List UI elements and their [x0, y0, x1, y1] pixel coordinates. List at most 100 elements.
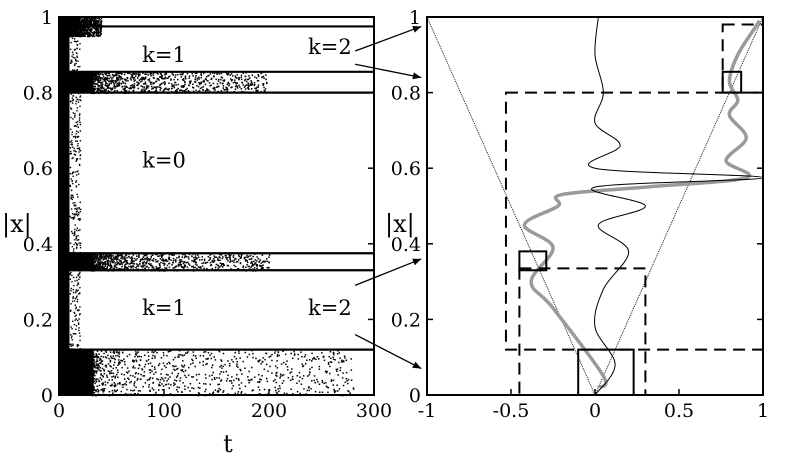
scatter-point: [82, 30, 85, 32]
left-horizontal-lines: [59, 25, 374, 351]
scatter-point: [92, 377, 94, 380]
scatter-point: [76, 246, 78, 248]
scatter-point: [76, 345, 79, 348]
scatter-point: [127, 80, 129, 82]
scatter-point: [202, 364, 204, 366]
scatter-point: [306, 389, 308, 392]
scatter-point: [77, 66, 79, 68]
scatter-point: [248, 268, 251, 270]
scatter-point: [242, 360, 244, 363]
scatter-point: [97, 367, 99, 370]
scatter-point: [172, 359, 175, 361]
scatter-point: [242, 266, 244, 268]
scatter-point: [251, 389, 253, 392]
scatter-point: [94, 81, 96, 83]
scatter-point: [159, 258, 162, 260]
scatter-point: [247, 78, 250, 80]
scatter-point: [118, 361, 121, 363]
scatter-point: [251, 88, 253, 90]
scatter-point: [78, 329, 80, 332]
scatter-point: [211, 259, 214, 262]
scatter-point: [81, 34, 83, 36]
scatter-point: [185, 89, 187, 91]
right-panel: -1 -0.5 0 0.5 100.20.40.60.81 |x|: [385, 7, 769, 422]
scatter-point: [197, 85, 200, 88]
scatter-point: [99, 89, 102, 91]
scatter-point: [162, 254, 164, 256]
scatter-point: [90, 366, 93, 368]
scatter-point: [78, 309, 80, 311]
scatter-point: [219, 266, 221, 268]
band-dense-1: [59, 253, 94, 271]
scatter-point: [173, 368, 175, 371]
scatter-point: [203, 81, 205, 83]
scatter-point: [126, 260, 128, 262]
scatter-point: [106, 84, 109, 87]
scatter-point: [208, 82, 211, 84]
scatter-point: [114, 74, 116, 77]
scatter-point: [209, 264, 212, 267]
scatter-point: [95, 379, 97, 381]
scatter-point: [77, 17, 79, 19]
scatter-point: [276, 355, 279, 357]
scatter-point: [88, 33, 91, 36]
scatter-point: [176, 389, 178, 391]
scatter-point: [86, 19, 88, 22]
scatter-point: [148, 379, 150, 381]
scatter-point: [135, 359, 137, 361]
scatter-point: [77, 213, 80, 216]
scatter-point: [282, 374, 285, 376]
scatter-point: [212, 87, 214, 89]
scatter-point: [76, 55, 78, 57]
scatter-point: [69, 22, 71, 24]
scatter-point: [274, 352, 276, 354]
scatter-point: [182, 382, 184, 384]
scatter-point: [95, 364, 98, 367]
scatter-point: [179, 353, 181, 356]
scatter-point: [173, 84, 175, 86]
scatter-point: [301, 377, 304, 380]
scatter-point: [73, 312, 76, 314]
scatter-point: [134, 75, 137, 77]
scatter-point: [69, 141, 72, 143]
scatter-point: [93, 392, 96, 394]
scatter-point: [105, 72, 108, 75]
scatter-point: [236, 82, 238, 84]
scatter-point: [92, 17, 94, 19]
scatter-point: [74, 135, 76, 138]
scatter-point: [79, 123, 82, 126]
scatter-point: [75, 318, 77, 320]
scatter-point: [92, 387, 95, 390]
scatter-point: [92, 266, 94, 268]
scatter-point: [79, 313, 81, 315]
scatter-point: [136, 258, 138, 260]
scatter-point: [112, 261, 114, 264]
scatter-point: [271, 359, 273, 362]
scatter-point: [161, 77, 164, 79]
scatter-point: [187, 386, 189, 389]
scatter-point: [69, 33, 72, 35]
scatter-point: [101, 84, 103, 87]
scatter-point: [317, 381, 319, 383]
scatter-point: [74, 154, 77, 156]
scatter-point: [116, 373, 118, 376]
scatter-point: [113, 381, 115, 384]
scatter-point: [225, 254, 227, 257]
scatter-point: [162, 385, 165, 387]
scatter-point: [92, 78, 95, 81]
scatter-point: [192, 261, 195, 263]
scatter-point: [75, 100, 77, 103]
scatter-point: [92, 77, 95, 79]
scatter-point: [73, 311, 75, 314]
scatter-point: [90, 381, 93, 384]
left-x-tick-label: 300: [356, 400, 392, 422]
scatter-point: [114, 262, 116, 264]
scatter-point: [222, 82, 224, 84]
scatter-point: [182, 266, 185, 269]
scatter-point: [120, 359, 122, 362]
scatter-point: [194, 266, 196, 269]
scatter-point: [101, 265, 103, 267]
scatter-point: [70, 194, 73, 196]
scatter-point: [111, 80, 114, 83]
scatter-point: [95, 381, 98, 383]
